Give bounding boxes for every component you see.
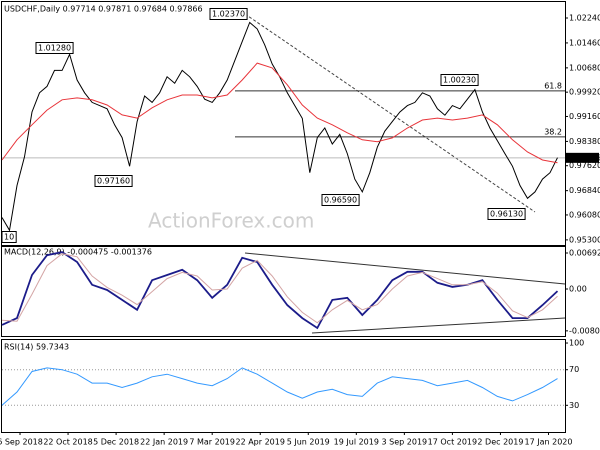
y-tick-label: 1.01460 bbox=[569, 38, 600, 47]
annotation-box bbox=[1, 231, 17, 243]
watermark: ActionForex.com bbox=[148, 209, 314, 233]
y-tick-label: 0.99160 bbox=[569, 112, 600, 121]
x-tick-label: 17 Oct 2019 bbox=[428, 438, 477, 447]
price-panel bbox=[1, 1, 566, 246]
x-tick-label: 22 Jan 2019 bbox=[140, 438, 188, 447]
last-price-label: 0.97866 bbox=[568, 153, 600, 162]
annotation: 1.02370 bbox=[212, 10, 245, 19]
x-tick-label: 7 Mar 2019 bbox=[189, 438, 235, 447]
annotation: 1.01280 bbox=[38, 44, 71, 53]
series-line bbox=[1, 367, 558, 406]
rsi-panel bbox=[1, 339, 566, 433]
last-price-box bbox=[566, 152, 599, 163]
x-tick-label: 22 Oct 2018 bbox=[43, 438, 92, 447]
annotation: 0.96130 bbox=[490, 210, 523, 219]
x-tick-label: 22 Apr 2019 bbox=[235, 438, 284, 447]
y-tick-label: 70 bbox=[569, 365, 579, 374]
x-tick-label: 19 Jul 2019 bbox=[334, 438, 379, 447]
annotation-box bbox=[321, 194, 360, 206]
annotation: 10 bbox=[4, 233, 14, 242]
annotation-box bbox=[94, 175, 133, 187]
x-tick-label: 2 Dec 2019 bbox=[477, 438, 523, 447]
x-tick-label: 5 Jun 2019 bbox=[287, 438, 330, 447]
y-tick-label: 100 bbox=[569, 339, 584, 348]
macd-trend-line bbox=[244, 252, 566, 285]
annotation-box bbox=[440, 74, 479, 86]
x-tick-label: 5 Dec 2018 bbox=[93, 438, 139, 447]
y-tick-label: -0.008049 bbox=[569, 326, 600, 335]
annotation: 0.96590 bbox=[324, 196, 357, 205]
y-tick-label: 0.96840 bbox=[569, 186, 600, 195]
y-tick-label: 0.006927 bbox=[569, 248, 600, 257]
x-tick-label: 6 Sep 2018 bbox=[0, 438, 43, 447]
y-tick-label: 0.96080 bbox=[569, 210, 600, 219]
y-tick-label: 1.02240 bbox=[569, 13, 600, 22]
chart-title: USDCHF,Daily 0.97714 0.97871 0.97684 0.9… bbox=[4, 5, 203, 14]
y-tick-label: 0.99920 bbox=[569, 88, 600, 97]
x-tick-label: 17 Jan 2020 bbox=[525, 438, 573, 447]
fib-label: 61.8 bbox=[544, 81, 562, 90]
macd-trend-line bbox=[311, 317, 566, 334]
y-tick-label: 1.00680 bbox=[569, 63, 600, 72]
y-tick-label: 30 bbox=[569, 401, 579, 410]
macd-title: MACD(12,26,9) -0.000475 -0.001376 bbox=[4, 248, 152, 257]
x-tick-label: 3 Sep 2019 bbox=[382, 438, 428, 447]
rsi-title: RSI(14) 59.7343 bbox=[4, 343, 69, 352]
annotation-box bbox=[209, 8, 248, 20]
y-tick-label: 0.95300 bbox=[569, 235, 600, 244]
trend-line bbox=[244, 13, 536, 213]
annotation-box bbox=[487, 208, 526, 220]
series-line bbox=[1, 253, 558, 324]
series-line bbox=[1, 62, 558, 164]
annotation: 0.97160 bbox=[97, 177, 130, 186]
macd-panel bbox=[1, 246, 566, 337]
y-tick-label: 0.00 bbox=[569, 285, 587, 294]
fib-label: 38.2 bbox=[544, 127, 562, 136]
annotation: 1.00230 bbox=[443, 76, 476, 85]
y-tick-label: 0.98380 bbox=[569, 137, 600, 146]
annotation-box bbox=[35, 42, 74, 54]
y-tick-label: 0.97620 bbox=[569, 161, 600, 170]
